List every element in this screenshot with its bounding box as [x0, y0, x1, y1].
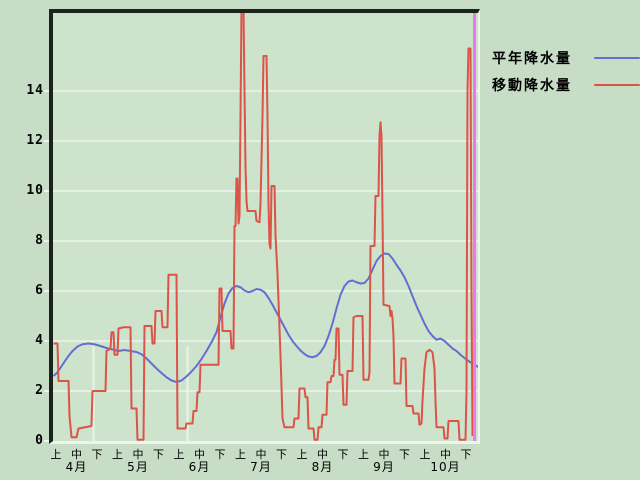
y-axis-label: 14: [26, 83, 44, 98]
y-axis-label: 6: [35, 283, 44, 298]
x-axis-period-label: 上: [50, 448, 62, 461]
y-axis-label: 0: [35, 433, 44, 448]
x-axis-period-label: 中: [132, 448, 144, 461]
y-axis-tick: [44, 190, 49, 192]
legend-item-moving: 移動降水量: [492, 71, 640, 98]
legend-line-normal-icon: [594, 56, 640, 59]
x-axis-period-label: 中: [255, 448, 267, 461]
legend-line-moving-icon: [594, 83, 640, 86]
x-axis-period-label: 下: [337, 448, 349, 461]
x-axis-period-label: 上: [173, 448, 185, 461]
y-axis-tick: [44, 240, 49, 242]
x-axis-period-label: 下: [91, 448, 103, 461]
y-axis-tick: [44, 290, 49, 292]
x-axis-period-label: 中: [440, 448, 451, 461]
y-axis-tick: [44, 440, 49, 442]
x-axis-month-label: 7月: [250, 460, 272, 474]
series-normal-precip-line: [53, 252, 478, 383]
y-axis-tick: [44, 90, 49, 92]
y-axis-label: 12: [26, 133, 44, 148]
x-axis-period-label: 中: [317, 448, 328, 461]
x-axis-period-label: 上: [419, 448, 431, 461]
chart-canvas: [53, 13, 478, 441]
y-axis-label: 8: [35, 233, 44, 248]
series-moving-precip-line: [53, 13, 474, 441]
x-axis-month-label: 6月: [188, 460, 211, 474]
y-axis-tick: [44, 140, 49, 142]
legend-label-normal: 平年降水量: [492, 50, 572, 67]
x-axis-period-label: 下: [399, 448, 410, 461]
x-axis-period-label: 上: [235, 448, 246, 461]
y-axis-tick: [44, 340, 49, 342]
legend-item-normal: 平年降水量: [492, 44, 640, 71]
x-axis-period-label: 中: [378, 448, 390, 461]
x-axis-period-label: 下: [214, 448, 226, 461]
x-axis-month-label: 9月: [373, 460, 395, 474]
x-axis-period-label: 下: [460, 448, 472, 461]
y-axis-label: 2: [35, 383, 44, 398]
x-axis-month-label: 5月: [127, 460, 149, 474]
y-axis-label: 10: [26, 183, 44, 198]
legend: 平年降水量 移動降水量: [492, 44, 640, 98]
x-axis-period-label: 中: [194, 448, 205, 461]
y-axis-tick: [44, 390, 49, 392]
x-axis-period-label: 下: [276, 448, 287, 461]
x-axis-period-label: 下: [153, 448, 164, 461]
x-axis-period-label: 上: [296, 448, 308, 461]
y-axis-label: 4: [35, 333, 44, 348]
x-axis-month-label: 4月: [65, 460, 88, 474]
x-axis-month-label: 8月: [311, 460, 334, 474]
legend-label-moving: 移動降水量: [492, 77, 572, 94]
plot-area: [49, 9, 480, 444]
x-axis-month-label: 10月: [430, 460, 461, 474]
x-axis-period-label: 中: [71, 448, 82, 461]
x-axis-period-label: 上: [358, 448, 369, 461]
x-axis-period-label: 上: [112, 448, 123, 461]
